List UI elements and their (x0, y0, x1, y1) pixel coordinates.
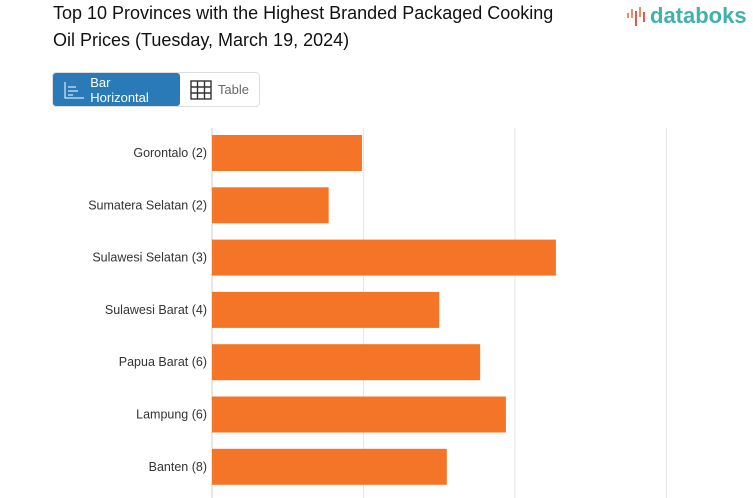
table-icon (190, 79, 212, 100)
bar-horizontal-button[interactable]: Bar Horizontal (53, 73, 180, 106)
table-label: Table (217, 82, 249, 97)
category-label: Lampung (6) (136, 408, 207, 422)
databoks-logo: databoks (626, 3, 747, 29)
chart-title: Top 10 Provinces with the Highest Brande… (53, 3, 554, 50)
bar[interactable] (212, 344, 481, 381)
bar[interactable] (212, 239, 556, 276)
bar[interactable] (212, 135, 362, 171)
logo-text: databoks (650, 3, 747, 28)
view-toggle: Bar Horizontal Table (52, 72, 260, 107)
category-label: Gorontalo (2) (133, 146, 207, 160)
category-label: Papua Barat (6) (119, 355, 207, 369)
category-label: Sumatera Selatan (2) (88, 198, 207, 212)
logo-bars-icon (627, 7, 645, 26)
category-label: Sulawesi Selatan (3) (92, 251, 207, 265)
category-label: Banten (8) (149, 460, 207, 474)
bar-chart-icon (64, 81, 84, 98)
bar[interactable] (212, 396, 506, 433)
bar[interactable] (212, 187, 329, 224)
category-label: Sulawesi Barat (4) (105, 303, 207, 317)
bar[interactable] (212, 448, 447, 485)
table-button[interactable]: Table (180, 73, 259, 106)
bar-horizontal-label: Bar Horizontal (90, 74, 149, 105)
bar[interactable] (212, 291, 440, 328)
